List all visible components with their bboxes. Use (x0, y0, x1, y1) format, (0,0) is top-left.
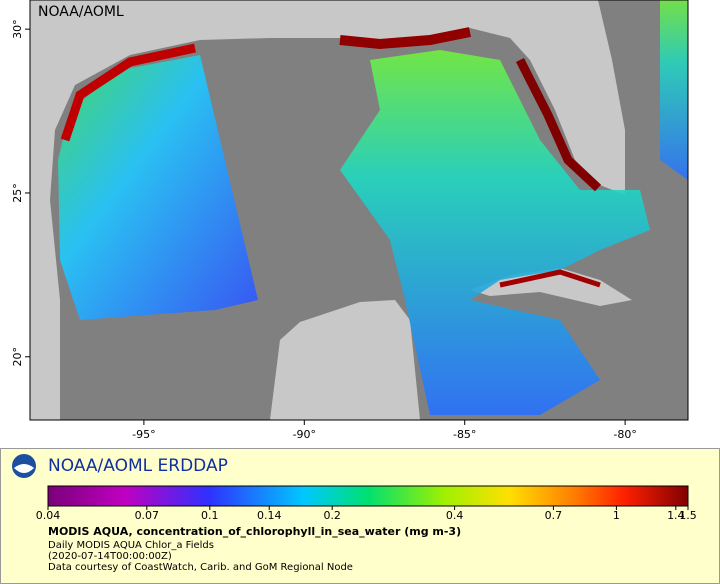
coastal-bloom (515, 57, 602, 192)
colorbar (47, 485, 689, 507)
brand: NOAA/AOML ERDDAP (48, 456, 228, 476)
info-line: Data courtesy of CoastWatch, Carib. and … (48, 562, 353, 573)
x-tick-label: -85° (453, 428, 476, 441)
colorbar-tick-label: 0.04 (36, 509, 61, 522)
coastal-bloom (339, 27, 471, 50)
colorbar-tick-label: 1.5 (679, 509, 697, 522)
x-tick-label: -95° (132, 428, 155, 441)
colorbar-tick-label: 0.07 (135, 509, 160, 522)
y-tick-label: 30° (11, 19, 24, 39)
yucatan (270, 300, 420, 420)
colorbar-tick-label: 0.1 (201, 509, 219, 522)
colorbar-tick-label: 1.4 (667, 509, 685, 522)
noaa-logo (14, 464, 34, 473)
footer-panel (0, 448, 720, 584)
watermark: NOAA/AOML (38, 4, 124, 20)
y-tick-label: 25° (11, 183, 24, 203)
colorbar-tick-label: 0.4 (446, 509, 464, 522)
chlorophyll-west (58, 55, 258, 320)
colorbar-tick-label: 0.14 (257, 509, 282, 522)
map-frame (29, 0, 689, 421)
colorbar-tick-label: 0.7 (545, 509, 563, 522)
chlorophyll-east (340, 50, 650, 415)
map: NOAA/AOML (29, 0, 689, 421)
x-tick-label: -90° (293, 428, 316, 441)
colorbar-tick-label: 0.2 (323, 509, 341, 522)
chlorophyll-atlantic (660, 0, 688, 180)
info-line: (2020-07-14T00:00:00Z) (48, 551, 172, 562)
y-tick-label: 20° (11, 347, 24, 367)
info-line: Daily MODIS AQUA Chlor_a Fields (48, 540, 214, 551)
coastal-bloom (499, 269, 601, 288)
footer: NOAA/AOML ERDDAP MODIS AQUA, concentrati… (0, 448, 720, 584)
coastal-bloom (60, 43, 196, 142)
colorbar-tick-label: 1 (613, 509, 620, 522)
legend-title: MODIS AQUA, concentration_of_chlorophyll… (48, 525, 461, 538)
x-tick-label: -80° (613, 428, 636, 441)
